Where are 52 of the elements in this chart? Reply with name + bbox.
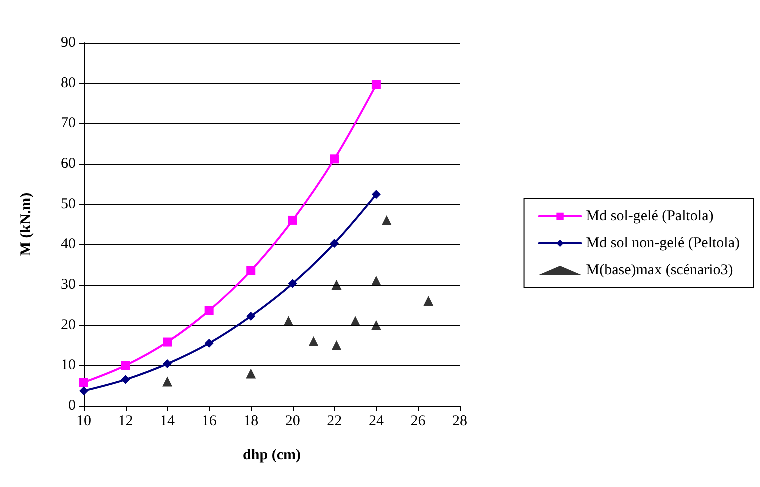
x-tick-label: 26 [410, 414, 426, 430]
x-tick-label: 16 [202, 414, 218, 430]
x-tick-label: 10 [76, 414, 92, 430]
point [330, 238, 340, 248]
legend-label: Md sol non-gelé (Peltola) [586, 236, 740, 252]
x-tick-label: 22 [327, 414, 342, 430]
point [246, 368, 256, 379]
y-tick-label: 30 [61, 277, 76, 293]
point [204, 306, 214, 316]
point [371, 276, 382, 286]
point [371, 320, 382, 330]
point [372, 190, 381, 200]
point [121, 361, 130, 370]
point [80, 378, 88, 388]
point [350, 316, 361, 326]
x-tick-label: 20 [285, 414, 300, 430]
y-tick-label: 90 [61, 35, 76, 51]
point [332, 340, 342, 350]
point [284, 316, 294, 326]
point [382, 215, 392, 226]
point [372, 80, 381, 90]
y-tick-label: 10 [61, 358, 76, 374]
y-tick-label: 70 [61, 116, 76, 132]
legend-label: M(base)max (scénario3) [586, 262, 734, 278]
point [163, 338, 172, 347]
y-tick-label: 80 [61, 75, 76, 92]
x-tick-label: 12 [118, 414, 134, 430]
x-tick-label: 14 [160, 414, 176, 430]
x-tick-label: 18 [244, 414, 259, 430]
point [246, 266, 256, 276]
y-tick-label: 50 [61, 196, 76, 212]
x-tick-label: 24 [368, 414, 384, 430]
point [332, 280, 342, 290]
y-tick-label: 20 [61, 317, 76, 334]
point [330, 154, 340, 164]
y-tick-label: 40 [61, 236, 76, 253]
point [163, 360, 172, 369]
point [246, 312, 256, 321]
legend-label: Md sol-gelé (Paltola) [586, 208, 714, 224]
x-tick-label: 28 [452, 414, 468, 430]
point [204, 338, 214, 348]
point [288, 279, 298, 288]
x-axis-title: dhp (cm) [243, 448, 301, 464]
point [288, 216, 298, 225]
point [308, 336, 319, 346]
point [424, 296, 434, 306]
y-tick-label: 60 [61, 156, 76, 172]
point [80, 386, 88, 396]
point [162, 376, 173, 387]
y-axis-title: M (kN.m) [18, 192, 34, 256]
y-tick-label: 0 [68, 398, 76, 414]
point [121, 375, 130, 384]
